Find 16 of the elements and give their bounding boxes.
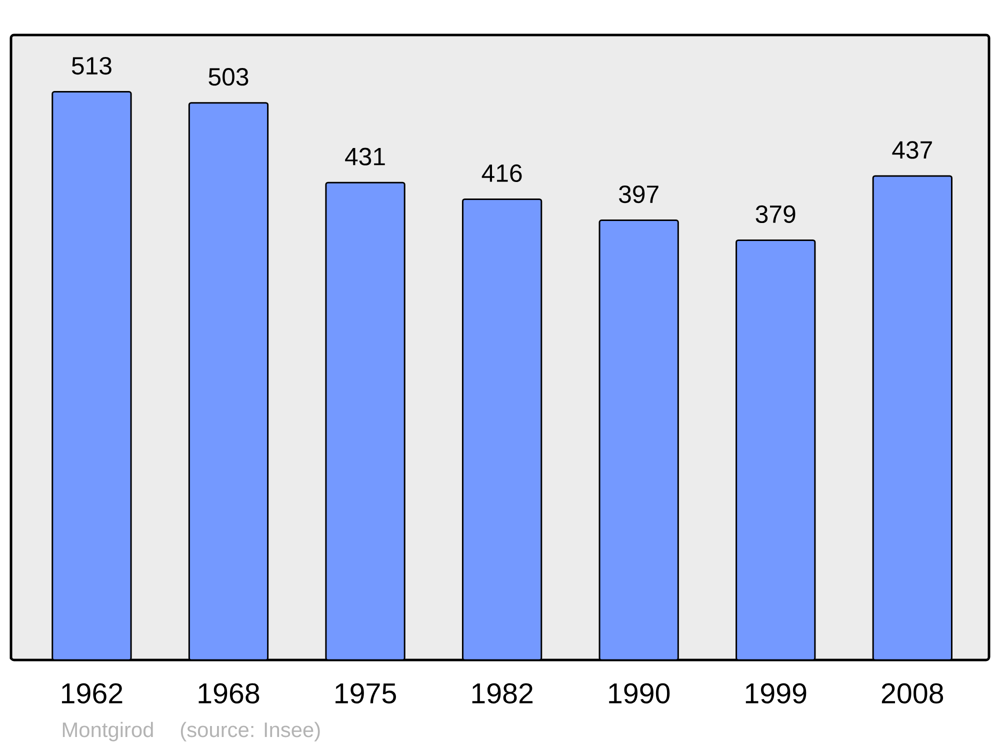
x-tick-label: 1962 (62, 683, 122, 704)
x-tick-label: 1990 (609, 683, 670, 704)
text: (source: Insee) (180, 722, 320, 742)
data-label: 397 (619, 185, 658, 204)
data-label: 503 (208, 68, 248, 86)
x-tick-label: 1999 (746, 683, 806, 704)
x-tick-label: 1982 (472, 683, 533, 704)
x-tick-label: 1975 (336, 683, 396, 704)
data-label: 437 (892, 141, 932, 159)
x-tick-label: 2008 (882, 683, 944, 704)
data-label: 431 (345, 148, 385, 166)
data-label: 379 (756, 205, 796, 224)
data-label: 513 (72, 56, 112, 75)
data-label: 416 (482, 164, 522, 182)
x-tick-label: 1968 (198, 683, 260, 704)
text: Montgirod (62, 722, 153, 742)
